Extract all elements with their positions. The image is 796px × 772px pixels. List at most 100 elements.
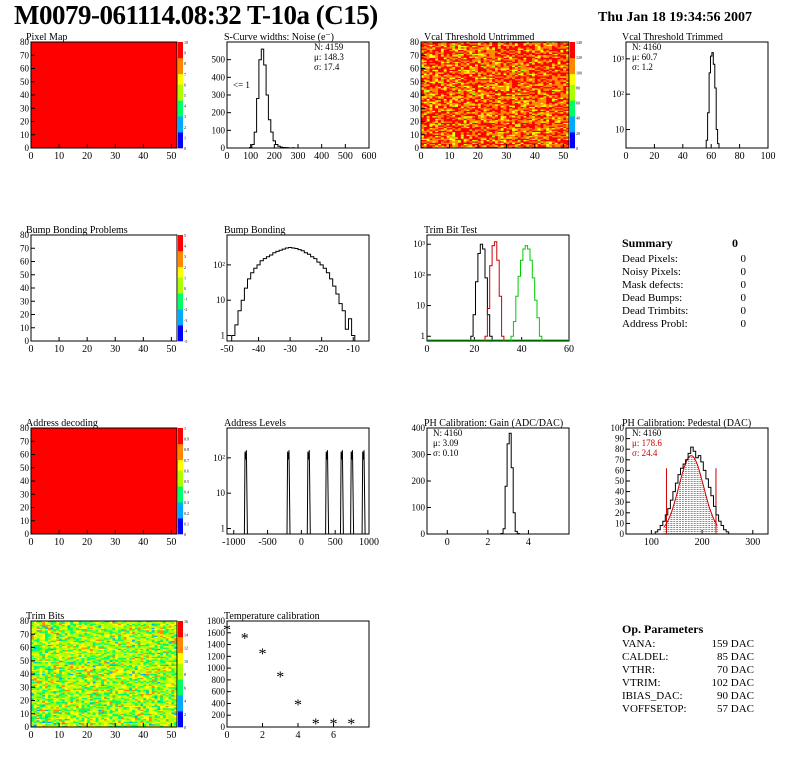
vcal-untrimmed-cell [440,76,445,79]
vcal-untrimmed-cell [520,132,524,134]
vcal-untrimmed-cell [486,126,490,129]
vcal-untrimmed-cell [546,61,550,64]
vcal-untrimmed-cell [500,68,504,71]
vcal-untrimmed-cell [512,45,516,48]
vcal-untrimmed-cell [509,102,513,105]
pixel-map-scale-label: 8 [184,61,186,66]
vcal-untrimmed-cell [477,61,482,64]
vcal-untrimmed-cell [563,100,567,102]
vcal-untrimmed-cell [460,102,464,105]
vcal-untrimmed-cell [514,120,519,122]
vcal-untrimmed-cell [463,106,467,109]
vcal-untrimmed-cell [455,48,459,51]
vcal-untrimmed-cell [537,57,541,60]
vcal-untrimmed-cell [514,44,519,47]
vcal-untrimmed-cell [514,104,519,106]
vcal-untrimmed-cell [438,98,442,101]
vcal-untrimmed-cell [506,42,510,44]
vcal-untrimmed-cell [512,67,516,69]
vcal-untrimmed-cell [466,138,470,141]
vcal-untrimmed-cell [554,53,558,56]
vcal-untrimmed-cell [429,146,433,149]
vcal-untrimmed-cell [435,68,439,71]
vcal-untrimmed-cell [475,72,479,75]
address-decoding-scale-label: 0.5 [184,479,189,484]
vcal-untrimmed-cell [426,92,430,94]
vcal-untrimmed-cell [460,68,464,71]
address-decoding-scale-label: 0.6 [184,468,189,473]
vcal-untrimmed-cell [460,89,464,92]
ph-pedestal-ytick-label: 20 [615,508,625,518]
vcal-untrimmed-cell [475,145,479,147]
vcal-untrimmed-cell [446,91,450,93]
trim-bits-cell [31,675,35,677]
vcal-untrimmed-cell [554,116,558,118]
vcal-untrimmed-cell [458,96,462,98]
vcal-untrimmed-cell [477,138,482,141]
vcal-untrimmed-cell [520,101,524,104]
vcal-untrimmed-cell [534,116,538,118]
vcal-untrimmed-cell [475,79,479,81]
vcal-untrimmed-cell [469,126,473,129]
vcal-untrimmed-cell [529,136,533,138]
trim-bits-cell [36,623,40,626]
vcal-untrimmed-cell [438,101,442,104]
vcal-untrimmed-cell [503,73,507,76]
vcal-untrimmed-cell [512,52,516,55]
vcal-untrimmed-cell [423,56,427,59]
vcal-untrimmed-cell [480,105,484,108]
address-decoding-xtick-label: 10 [54,537,64,548]
vcal-untrimmed-cell [532,43,536,45]
vcal-untrimmed-cell [557,65,561,68]
vcal-untrimmed-cell [463,144,467,146]
vcal-untrimmed-cell [551,125,556,128]
vcal-untrimmed-cell [537,125,541,128]
vcal-untrimmed-cell [480,48,484,51]
vcal-untrimmed-cell [432,83,436,85]
vcal-untrimmed-cell [560,57,564,60]
vcal-untrimmed-cell [566,121,570,124]
vcal-untrimmed-cell [512,145,516,147]
vcal-untrimmed-cell [435,93,439,96]
vcal-untrimmed-cell [421,76,425,79]
vcal-untrimmed-cell [469,89,473,92]
vcal-untrimmed-cell [554,96,558,98]
vcal-untrimmed-cell [426,87,430,89]
vcal-untrimmed-cell [517,68,521,71]
vcal-untrimmed-cell [560,124,564,126]
vcal-untrimmed-cell [520,49,524,52]
vcal-untrimmed-cell [421,141,425,144]
vcal-untrimmed-cell [563,134,567,137]
vcal-untrimmed-cell [563,85,567,88]
vcal-untrimmed-cell [483,124,487,126]
vcal-untrimmed-cell [517,79,521,81]
vcal-untrimmed-cell [566,56,570,59]
vcal-untrimmed-cell [426,60,430,63]
vcal-untrimmed-cell [480,108,484,110]
vcal-untrimmed-cell [432,69,436,72]
vcal-untrimmed-cell [429,80,433,83]
vcal-untrimmed-cell [477,87,482,89]
vcal-untrimmed-cell [532,76,536,79]
vcal-untrimmed-cell [480,64,484,67]
vcal-untrimmed-cell [449,98,453,101]
bump-problems-ytick-label: 80 [20,230,30,240]
trim-bits-cell [33,701,37,704]
vcal-untrimmed-cell [551,61,556,64]
vcal-untrimmed-cell [537,84,541,87]
vcal-untrimmed-cell [435,49,439,52]
vcal-untrimmed-cell [529,56,533,59]
vcal-untrimmed-cell [446,77,450,80]
vcal-untrimmed-cell [421,102,425,105]
vcal-untrimmed-cell [469,96,473,98]
vcal-untrimmed-cell [532,57,536,60]
trim-bits-cell [36,622,40,624]
vcal-untrimmed-cell [480,53,484,56]
vcal-untrimmed-cell [526,142,530,145]
vcal-untrimmed-cell [472,132,476,134]
vcal-untrimmed-cell [526,144,530,146]
vcal-untrimmed-cell [452,60,456,63]
vcal-untrimmed-cell [506,79,510,81]
vcal-untrimmed-cell [523,117,527,120]
vcal-untrimmed-cell [557,72,561,75]
